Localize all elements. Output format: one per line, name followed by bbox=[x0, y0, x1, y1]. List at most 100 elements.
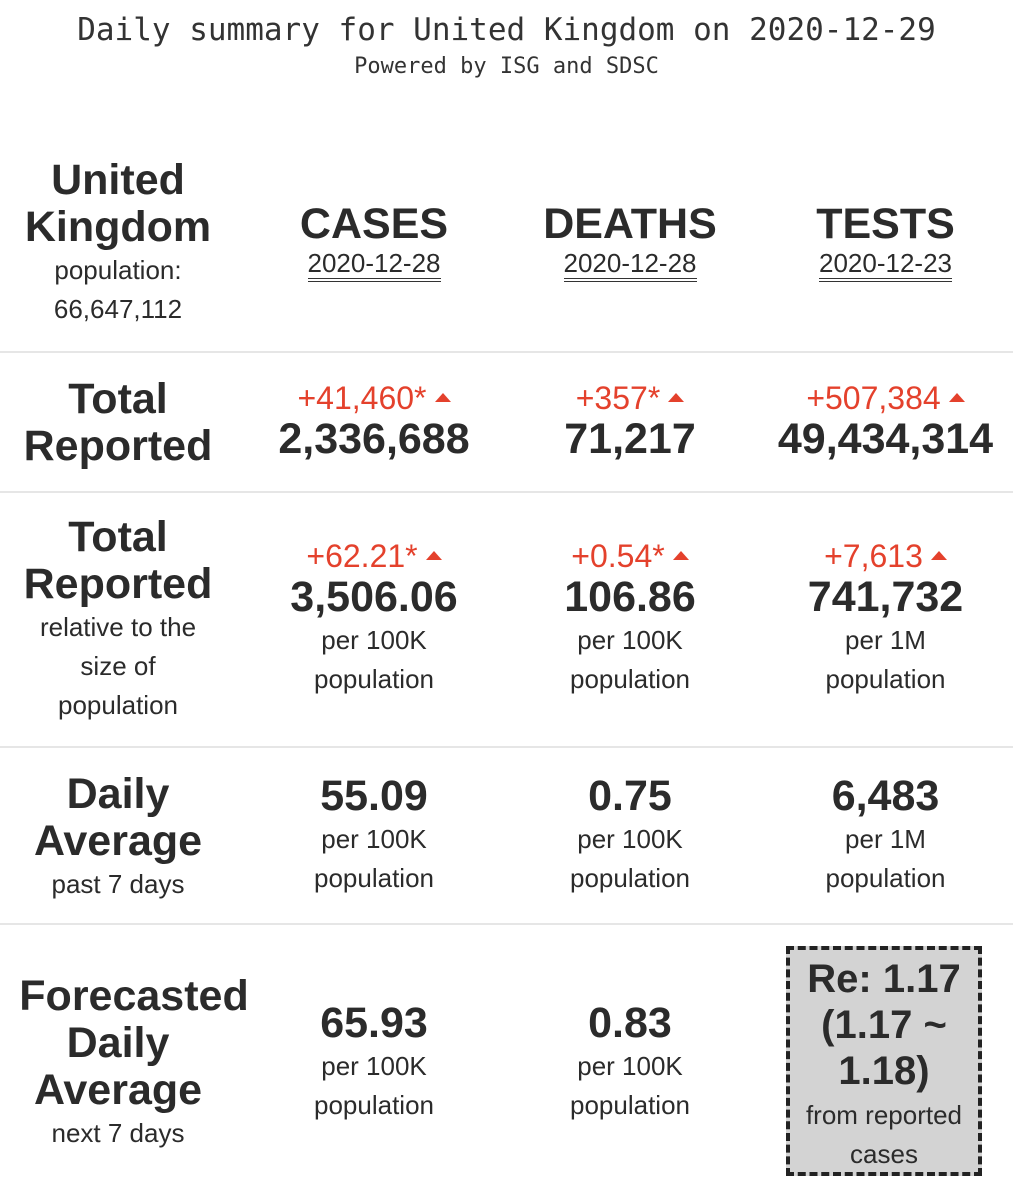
delta-text: +62.21* bbox=[306, 538, 418, 574]
re-value-line3: 1.18) bbox=[838, 1049, 930, 1093]
region-cell: United Kingdom population: 66,647,112 bbox=[0, 157, 236, 329]
unit-line1: per 100K bbox=[321, 1051, 427, 1081]
triangle-up-icon bbox=[434, 393, 451, 403]
delta-text: +41,460* bbox=[297, 380, 427, 416]
deaths-total-cell: +357* 71,217 bbox=[502, 380, 758, 463]
tests-average-value: 6,483 bbox=[831, 772, 940, 820]
daily-average-label: Daily Average past 7 days bbox=[0, 771, 236, 904]
unit-line2: population bbox=[570, 664, 690, 694]
deaths-average-value: 0.75 bbox=[588, 772, 672, 820]
deaths-total-value: 71,217 bbox=[564, 415, 696, 463]
unit-line1: per 1M bbox=[845, 625, 926, 655]
deaths-header: DEATHS 2020-12-28 bbox=[502, 201, 758, 282]
cases-label: CASES bbox=[299, 200, 449, 248]
unit-line1: per 100K bbox=[577, 824, 683, 854]
tests-relative-value: 741,732 bbox=[807, 573, 964, 621]
deaths-forecast-value: 0.83 bbox=[588, 999, 672, 1047]
divider bbox=[0, 923, 1013, 925]
unit-line1: per 100K bbox=[577, 625, 683, 655]
row-label-line3: Average bbox=[33, 1066, 203, 1114]
tests-total-cell: +507,384 49,434,314 bbox=[758, 380, 1013, 463]
divider bbox=[0, 491, 1013, 493]
population-label: population: bbox=[54, 255, 182, 285]
tests-total-delta: +507,384 bbox=[758, 380, 1013, 416]
row-label-line1: Total bbox=[68, 513, 168, 561]
unit-line2: population bbox=[314, 664, 434, 694]
unit-line1: per 100K bbox=[321, 625, 427, 655]
unit-line2: population bbox=[314, 863, 434, 893]
row-sub-line3: population bbox=[58, 690, 178, 720]
deaths-relative-delta: +0.54* bbox=[502, 538, 758, 574]
total-reported-label: Total Reported bbox=[0, 376, 236, 470]
re-sub-line1: from reported bbox=[805, 1100, 963, 1130]
row-sub-line2: size of bbox=[80, 651, 156, 681]
re-estimate-box: Re: 1.17 (1.17 ~ 1.18) from reported cas… bbox=[786, 946, 982, 1176]
tests-total-value: 49,434,314 bbox=[777, 415, 994, 463]
unit-line1: per 100K bbox=[321, 824, 427, 854]
deaths-total-delta: +357* bbox=[502, 380, 758, 416]
deaths-label: DEATHS bbox=[543, 200, 717, 248]
total-reported-row: Total Reported +41,460* 2,336,688 +357* … bbox=[0, 352, 1013, 492]
delta-text: +0.54* bbox=[571, 538, 665, 574]
unit-line2: population bbox=[570, 1090, 690, 1120]
cases-header: CASES 2020-12-28 bbox=[246, 201, 502, 282]
divider bbox=[0, 351, 1013, 353]
delta-text: +507,384 bbox=[806, 380, 941, 416]
divider bbox=[0, 746, 1013, 748]
relative-row: Total Reported relative to the size of p… bbox=[0, 492, 1013, 747]
unit-line1: per 100K bbox=[577, 1051, 683, 1081]
cases-total-delta: +41,460* bbox=[246, 380, 502, 416]
page-title: Daily summary for United Kingdom on 2020… bbox=[77, 12, 936, 48]
tests-header: TESTS 2020-12-23 bbox=[758, 201, 1013, 282]
delta-text: +357* bbox=[575, 380, 661, 416]
triangle-up-icon bbox=[930, 551, 947, 561]
cases-total-cell: +41,460* 2,336,688 bbox=[246, 380, 502, 463]
triangle-up-icon bbox=[668, 393, 685, 403]
unit-line2: population bbox=[314, 1090, 434, 1120]
cases-relative-cell: +62.21* 3,506.06 per 100K population bbox=[246, 538, 502, 699]
relative-label: Total Reported relative to the size of p… bbox=[0, 514, 236, 725]
population-value: 66,647,112 bbox=[53, 294, 183, 324]
row-label-line1: Forecasted bbox=[19, 972, 249, 1020]
re-sub-line2: cases bbox=[850, 1139, 918, 1169]
delta-text: +7,613 bbox=[824, 538, 923, 574]
cases-date-link[interactable]: 2020-12-28 bbox=[307, 248, 441, 282]
deaths-relative-cell: +0.54* 106.86 per 100K population bbox=[502, 538, 758, 699]
region-name-line1: United bbox=[51, 156, 185, 204]
unit-line2: population bbox=[825, 863, 946, 893]
cases-forecast-value: 65.93 bbox=[320, 999, 428, 1047]
cases-average-value: 55.09 bbox=[320, 772, 428, 820]
unit-line2: population bbox=[825, 664, 946, 694]
re-value-line2: (1.17 ~ bbox=[821, 1003, 947, 1047]
deaths-date-link[interactable]: 2020-12-28 bbox=[563, 248, 697, 282]
row-label-line2: Reported bbox=[23, 560, 213, 608]
cases-average-cell: 55.09 per 100K population bbox=[246, 773, 502, 898]
tests-label: TESTS bbox=[816, 200, 955, 248]
deaths-relative-value: 106.86 bbox=[564, 573, 696, 621]
cases-forecast-cell: 65.93 per 100K population bbox=[246, 1000, 502, 1125]
cases-relative-delta: +62.21* bbox=[246, 538, 502, 574]
unit-line2: population bbox=[570, 863, 690, 893]
tests-relative-cell: +7,613 741,732 per 1M population bbox=[758, 538, 1013, 699]
tests-relative-delta: +7,613 bbox=[758, 538, 1013, 574]
deaths-forecast-cell: 0.83 per 100K population bbox=[502, 1000, 758, 1125]
cases-relative-value: 3,506.06 bbox=[290, 573, 458, 621]
deaths-average-cell: 0.75 per 100K population bbox=[502, 773, 758, 898]
tests-date-link[interactable]: 2020-12-23 bbox=[819, 248, 952, 282]
row-label-line1: Daily bbox=[66, 770, 170, 818]
row-sub: next 7 days bbox=[51, 1118, 185, 1148]
row-label-line1: Total bbox=[68, 375, 168, 423]
row-sub-line1: relative to the bbox=[39, 612, 197, 642]
forecast-label: Forecasted Daily Average next 7 days bbox=[0, 973, 268, 1153]
region-name-line2: Kingdom bbox=[24, 203, 212, 251]
re-value-line1: Re: 1.17 bbox=[807, 957, 961, 1001]
header-row: United Kingdom population: 66,647,112 CA… bbox=[0, 157, 1013, 347]
page-subtitle: Powered by ISG and SDSC bbox=[354, 54, 659, 79]
cases-total-value: 2,336,688 bbox=[278, 415, 470, 463]
row-label-line2: Reported bbox=[23, 422, 213, 470]
tests-average-cell: 6,483 per 1M population bbox=[758, 773, 1013, 898]
triangle-up-icon bbox=[425, 551, 442, 561]
row-sub: past 7 days bbox=[51, 869, 185, 899]
row-label-line2: Daily bbox=[66, 1019, 170, 1067]
row-label-line2: Average bbox=[33, 817, 203, 865]
